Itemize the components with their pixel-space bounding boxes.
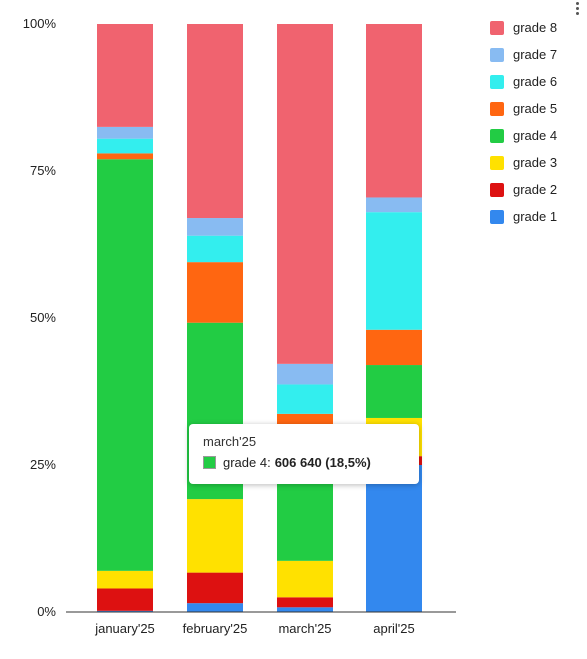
legend-item-grade-1[interactable]: grade 1 xyxy=(490,203,557,230)
bar-segment-grade-6[interactable] xyxy=(187,235,243,263)
bar-segment-grade-3[interactable] xyxy=(97,570,153,589)
legend-item-grade-8[interactable]: grade 8 xyxy=(490,14,557,41)
x-category-label: april'25 xyxy=(373,621,415,636)
legend-item-grade-6[interactable]: grade 6 xyxy=(490,68,557,95)
bars xyxy=(97,24,422,612)
legend-label: grade 6 xyxy=(513,74,558,89)
legend-label: grade 2 xyxy=(513,182,558,197)
bar-segment-grade-4[interactable] xyxy=(97,159,153,571)
bar-segment-grade-6[interactable] xyxy=(97,138,153,154)
bar-segment-grade-8[interactable] xyxy=(277,24,333,364)
legend-item-grade-7[interactable]: grade 7 xyxy=(490,41,557,68)
legend-label: grade 3 xyxy=(513,155,558,170)
x-category-label: january'25 xyxy=(94,621,155,636)
bar-segment-grade-1[interactable] xyxy=(277,607,333,612)
legend-item-grade-5[interactable]: grade 5 xyxy=(490,95,557,122)
bar-segment-grade-5[interactable] xyxy=(187,262,243,323)
bar-stack[interactable] xyxy=(277,24,333,612)
bar-segment-grade-3[interactable] xyxy=(187,499,243,573)
legend-label: grade 1 xyxy=(513,209,558,224)
bar-segment-grade-7[interactable] xyxy=(187,218,243,236)
y-tick-label: 0% xyxy=(37,604,56,619)
y-tick-label: 100% xyxy=(23,16,57,31)
legend-label: grade 8 xyxy=(513,20,558,35)
legend-item-grade-2[interactable]: grade 2 xyxy=(490,176,557,203)
bar-segment-grade-1[interactable] xyxy=(97,610,153,612)
bar-segment-grade-4[interactable] xyxy=(366,365,422,418)
tooltip-series-label: grade 4: xyxy=(223,455,271,470)
bar-segment-grade-7[interactable] xyxy=(97,126,153,139)
x-axis-labels: january'25 february'25 march'25 april'25 xyxy=(94,621,415,636)
tooltip: march'25 grade 4: 606 640 (18,5%) xyxy=(189,424,419,484)
legend-label: grade 7 xyxy=(513,47,558,62)
y-tick-label: 25% xyxy=(30,457,56,472)
bar-segment-grade-2[interactable] xyxy=(277,597,333,608)
legend-swatch xyxy=(490,20,504,35)
bar-segment-grade-7[interactable] xyxy=(366,197,422,213)
bar-segment-grade-6[interactable] xyxy=(277,384,333,414)
legend-swatch xyxy=(490,209,504,224)
legend-label: grade 4 xyxy=(513,128,558,143)
y-tick-label: 75% xyxy=(30,163,56,178)
x-category-label: february'25 xyxy=(183,621,248,636)
bar-segment-grade-5[interactable] xyxy=(97,153,153,160)
tooltip-swatch xyxy=(203,456,216,469)
bar-stack[interactable] xyxy=(366,24,422,612)
bar-segment-grade-6[interactable] xyxy=(366,212,422,330)
bar-segment-grade-8[interactable] xyxy=(187,24,243,219)
tooltip-row: grade 4: 606 640 (18,5%) xyxy=(203,455,405,470)
legend-label: grade 5 xyxy=(513,101,558,116)
bar-segment-grade-8[interactable] xyxy=(366,24,422,198)
legend-swatch xyxy=(490,47,504,62)
legend-swatch xyxy=(490,101,504,116)
legend: grade 8 grade 7 grade 6 grade 5 grade 4 grade… xyxy=(490,14,557,230)
bar-stack[interactable] xyxy=(187,24,243,612)
bar-segment-grade-2[interactable] xyxy=(97,588,153,611)
tooltip-title: march'25 xyxy=(203,434,257,449)
legend-swatch xyxy=(490,182,504,197)
y-tick-label: 50% xyxy=(30,310,56,325)
y-axis-labels: 0% 25% 50% 75% 100% xyxy=(23,16,57,619)
bar-segment-grade-8[interactable] xyxy=(97,24,153,127)
legend-swatch xyxy=(490,74,504,89)
legend-item-grade-4[interactable]: grade 4 xyxy=(490,122,557,149)
bar-segment-grade-7[interactable] xyxy=(277,363,333,385)
legend-swatch xyxy=(490,155,504,170)
bar-segment-grade-5[interactable] xyxy=(366,329,422,366)
bar-segment-grade-1[interactable] xyxy=(366,465,422,612)
bar-segment-grade-1[interactable] xyxy=(187,603,243,612)
bar-segment-grade-2[interactable] xyxy=(187,572,243,604)
bar-stack[interactable] xyxy=(97,24,153,612)
more-options-icon[interactable] xyxy=(572,2,582,18)
tooltip-value: 606 640 (18,5%) xyxy=(274,455,371,470)
x-category-label: march'25 xyxy=(278,621,331,636)
legend-item-grade-3[interactable]: grade 3 xyxy=(490,149,557,176)
bar-segment-grade-3[interactable] xyxy=(277,560,333,598)
legend-swatch xyxy=(490,128,504,143)
